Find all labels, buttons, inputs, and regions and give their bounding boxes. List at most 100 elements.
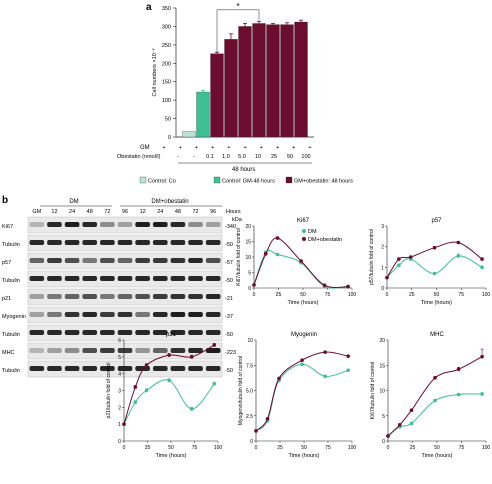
blot-band (100, 276, 115, 281)
bar (252, 23, 266, 138)
blot-row-label: Tubulin (2, 242, 20, 248)
blot-band (188, 366, 203, 371)
blot-band (170, 366, 186, 371)
bar (224, 39, 238, 138)
blot-band (82, 348, 98, 353)
blot-band (152, 258, 168, 263)
obestatin-dose: 0.1 (206, 154, 214, 160)
data-point (133, 400, 138, 405)
y-axis-label: Myogenin/tubulin fold of control (238, 356, 244, 425)
data-point (254, 429, 258, 433)
y-tick-label: 200 (162, 61, 171, 67)
data-point (456, 392, 461, 397)
gm-mark: + (195, 145, 198, 151)
data-point (189, 407, 194, 411)
x-axis-label: Time (hours) (289, 453, 320, 459)
blot-band (47, 366, 62, 371)
obestatin-dose: - (177, 154, 179, 160)
x-tick-label: 50 (301, 445, 307, 451)
y-axis-label: Ki67/tubulin fold of control (370, 362, 376, 420)
data-point (346, 368, 350, 373)
blot-band (29, 276, 45, 281)
blot-row-label: Tubulin (2, 278, 20, 284)
y-tick-label: 20 (245, 224, 251, 230)
data-point (409, 421, 414, 426)
x-tick-label: 50 (434, 445, 440, 451)
gm-mark: + (244, 145, 247, 151)
series-line (255, 363, 349, 432)
blot-band (205, 312, 221, 317)
blot-band (64, 258, 80, 263)
blot-band (188, 330, 203, 335)
y-tick-label: 0 (381, 286, 384, 292)
legend-label: GM+obestatin: 48 hours (294, 179, 353, 185)
blot-band (152, 294, 168, 299)
y-tick-label: 1 (381, 265, 384, 271)
data-point (144, 388, 149, 393)
blot-band (205, 258, 221, 263)
lane-label: 12 (140, 209, 146, 215)
blot-band (188, 276, 203, 281)
blot-band (82, 366, 98, 371)
obestatin-dose: - (193, 154, 195, 160)
blot-band (82, 312, 98, 317)
panel-b-label: b (2, 195, 8, 206)
series-line (253, 237, 349, 289)
y-axis-label: p21/tubulin fold of control (106, 363, 112, 419)
blot-band (82, 330, 98, 335)
blot-band (170, 240, 186, 245)
chart-title: Ki67 (297, 218, 310, 224)
blot-band (117, 294, 133, 299)
legend-marker (302, 237, 306, 241)
x-tick-label: 25 (277, 445, 283, 451)
y-axis-label: Ki67/tubulin fold of control (236, 228, 242, 286)
data-point (408, 255, 413, 259)
blot-band (135, 258, 150, 263)
lane-label: 24 (69, 209, 75, 215)
chart-title: p21 (166, 332, 177, 338)
blot-band (205, 330, 221, 335)
data-point (433, 398, 437, 403)
x-tick-label: 0 (387, 445, 390, 451)
data-point (456, 254, 461, 258)
blot-band (170, 276, 186, 281)
x-tick-label: 75 (458, 292, 464, 298)
y-tick-label: 5 (382, 414, 385, 420)
kda-label: kDa (232, 217, 243, 223)
blot-band (152, 366, 168, 371)
blot-band (117, 276, 133, 281)
gm-mark: + (179, 145, 182, 151)
obestatin-row-label: Obestatin (nmol/l) (117, 154, 161, 160)
blot-band (152, 240, 168, 245)
gm-mark: + (260, 145, 263, 151)
y-tick-label: 10 (245, 255, 251, 261)
blot-band (100, 330, 115, 335)
blot-band (170, 330, 186, 335)
line-chart-p21: p21 0 25 50 75 100 0 1 2 3 4 5 6 Time (hours) p21/tubu… (106, 332, 222, 459)
line-chart-p57: p57 0 25 50 75 100 0 1 2 3 Time (hours) p57/tubulin… (369, 218, 490, 306)
blot-band (82, 240, 98, 245)
data-point (212, 381, 217, 386)
data-point (277, 376, 281, 381)
lane-label: 48 (175, 209, 181, 215)
gm-mark: + (276, 145, 279, 151)
blot-band (188, 222, 203, 227)
blot-band (100, 366, 115, 371)
gm-mark: + (308, 145, 311, 151)
blot-band (170, 312, 186, 317)
blot-band (82, 276, 98, 281)
blot-band (135, 294, 150, 299)
blot-band (82, 294, 98, 299)
blot-band (152, 222, 168, 227)
blot-band (29, 348, 45, 353)
gm-mark: + (211, 145, 214, 151)
y-tick-label: 300 (162, 24, 171, 30)
bar (294, 21, 308, 138)
lane-label: 96 (210, 209, 216, 215)
chart-title: Myogenin (291, 332, 317, 338)
western-blot: DM DM+obestatin Hours kDa GM 12 24 48 72 96 12 24 48… (2, 199, 243, 378)
blot-band (64, 330, 80, 335)
blot-band (135, 222, 150, 227)
y-tick-label: 0 (250, 439, 253, 445)
blot-band (135, 366, 150, 371)
